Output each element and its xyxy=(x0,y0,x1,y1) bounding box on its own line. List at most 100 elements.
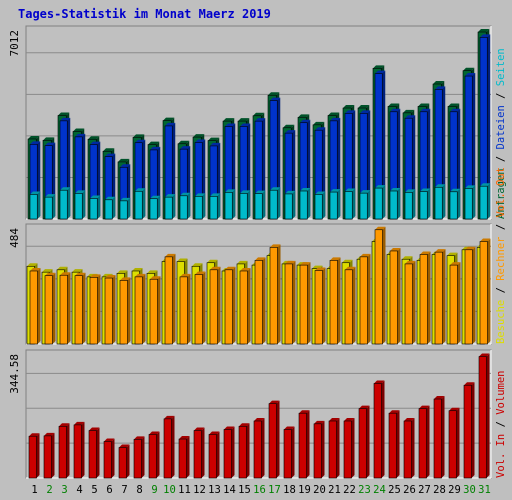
bar-rechner-15-face xyxy=(239,270,248,345)
bar-besuche-2-top xyxy=(42,269,53,273)
legend-separator: / xyxy=(495,218,507,237)
bar-rechner-23-face xyxy=(359,256,368,345)
bar-dateien-31 xyxy=(479,34,491,220)
bar-anfragen-11-top xyxy=(178,140,190,144)
bar-volumen-13-side xyxy=(216,431,220,478)
bar-rechner-29 xyxy=(449,262,461,345)
bar-seiten-11-face xyxy=(179,195,188,220)
bar-seiten-15-side xyxy=(247,190,251,219)
bar-seiten-1 xyxy=(29,191,41,220)
bar-rechner-14-top xyxy=(225,266,236,270)
bar-volumen-23-top xyxy=(359,405,370,409)
bar-anfragen-19-top xyxy=(298,114,310,118)
bar-rechner-18 xyxy=(284,260,296,345)
bar-anfragen-20-top xyxy=(313,121,325,125)
panel-bottom: 344.58 Vol. In / Volumen xyxy=(8,349,507,479)
bar-seiten-18-side xyxy=(292,190,296,219)
x-tick-label: 27 xyxy=(418,484,431,496)
bar-seiten-12-face xyxy=(194,196,203,220)
x-tick-label: 30 xyxy=(463,484,476,496)
bar-volumen-15-face xyxy=(238,426,247,479)
bar-volumen-11-top xyxy=(179,436,190,440)
x-tick-label: 19 xyxy=(298,484,311,496)
bar-seiten-17-top xyxy=(270,187,281,191)
bar-volumen-1-top xyxy=(29,433,40,437)
bar-dateien-15-top xyxy=(240,123,251,127)
bar-seiten-2-side xyxy=(52,194,56,219)
x-tick-label: 13 xyxy=(208,484,221,496)
bar-anfragen-14-top xyxy=(223,118,235,122)
bar-rechner-20-face xyxy=(314,270,323,345)
bar-seiten-9-top xyxy=(150,195,161,199)
bar-volumen-24-top xyxy=(374,380,385,384)
bar-volumen-21 xyxy=(328,417,340,479)
bar-seiten-14-face xyxy=(224,192,233,220)
x-tick-label: 24 xyxy=(373,484,386,496)
bar-volumen-18-side xyxy=(291,426,295,478)
bar-volumen-1-side xyxy=(36,433,40,478)
bar-seiten-13-side xyxy=(217,193,221,219)
bar-volumen-28-top xyxy=(434,396,445,400)
bar-volumen-4 xyxy=(73,421,85,479)
bar-rechner-6-face xyxy=(104,277,113,345)
bar-seiten-18 xyxy=(284,190,296,220)
bar-rechner-21-side xyxy=(337,257,341,344)
bar-rechner-27-top xyxy=(420,251,431,255)
bar-volumen-20-side xyxy=(321,420,325,478)
bar-seiten-28-face xyxy=(434,186,443,220)
bar-volumen-25 xyxy=(388,410,400,479)
bar-rechner-15-side xyxy=(247,267,251,344)
bar-volumen-11 xyxy=(178,436,190,479)
bar-volumen-3-top xyxy=(59,423,70,427)
bar-rechner-7-face xyxy=(119,280,128,345)
bar-rechner-5-side xyxy=(97,274,101,344)
legend-item-vol-in: Vol. In xyxy=(495,434,507,478)
bar-seiten-9-side xyxy=(157,195,161,219)
bar-volumen-27 xyxy=(418,405,430,479)
bar-rechner-19-side xyxy=(307,262,311,344)
bar-volumen-14-top xyxy=(224,426,235,430)
bar-besuche-26-top xyxy=(402,256,413,260)
bar-dateien-13-top xyxy=(210,142,221,146)
bar-dateien-10-top xyxy=(165,122,176,126)
bar-rechner-4-top xyxy=(75,272,86,276)
bar-volumen-6 xyxy=(103,438,115,479)
bar-rechner-13-face xyxy=(209,269,218,345)
bar-volumen-5-side xyxy=(96,427,100,478)
bar-rechner-15-top xyxy=(240,267,251,271)
bar-seiten-3-face xyxy=(59,189,68,220)
bar-rechner-28-top xyxy=(435,249,446,253)
bar-seiten-4-side xyxy=(82,190,86,219)
legend-separator: / xyxy=(495,281,507,300)
bar-volumen-18-top xyxy=(284,426,295,430)
legend-item-rechner: Rechner xyxy=(495,237,507,281)
bar-rechner-22 xyxy=(344,266,356,345)
bar-seiten-18-face xyxy=(284,193,293,220)
bar-rechner-12-top xyxy=(195,271,206,275)
bar-volumen-7-side xyxy=(126,444,130,478)
bar-volumen-7-face xyxy=(118,447,127,479)
bar-seiten-1-face xyxy=(29,194,38,220)
bar-dateien-19-top xyxy=(300,119,311,123)
bar-rechner-10 xyxy=(164,253,176,345)
bar-rechner-8-face xyxy=(134,276,143,345)
bar-rechner-2-face xyxy=(44,275,53,345)
bar-anfragen-30-top xyxy=(463,67,475,71)
bar-seiten-30-face xyxy=(464,188,473,220)
bar-volumen-20-top xyxy=(314,420,325,424)
bar-besuche-7-top xyxy=(117,270,128,274)
bar-anfragen-3-top xyxy=(58,112,70,116)
bar-rechner-24-side xyxy=(382,226,386,344)
bar-rechner-8-top xyxy=(135,273,146,277)
bar-seiten-4-top xyxy=(75,190,86,194)
bar-volumen-15-side xyxy=(246,423,250,478)
bar-rechner-11-face xyxy=(179,276,188,345)
bar-seiten-26-face xyxy=(404,192,413,220)
bar-volumen-29-face xyxy=(448,410,457,479)
bar-volumen-16-side xyxy=(261,417,265,478)
panel-middle: 484 Besuche / Rechner / Vol. Out xyxy=(8,167,507,345)
bar-seiten-12-side xyxy=(202,193,206,219)
y-max-label: 484 xyxy=(8,228,21,248)
x-tick-label: 16 xyxy=(253,484,266,496)
